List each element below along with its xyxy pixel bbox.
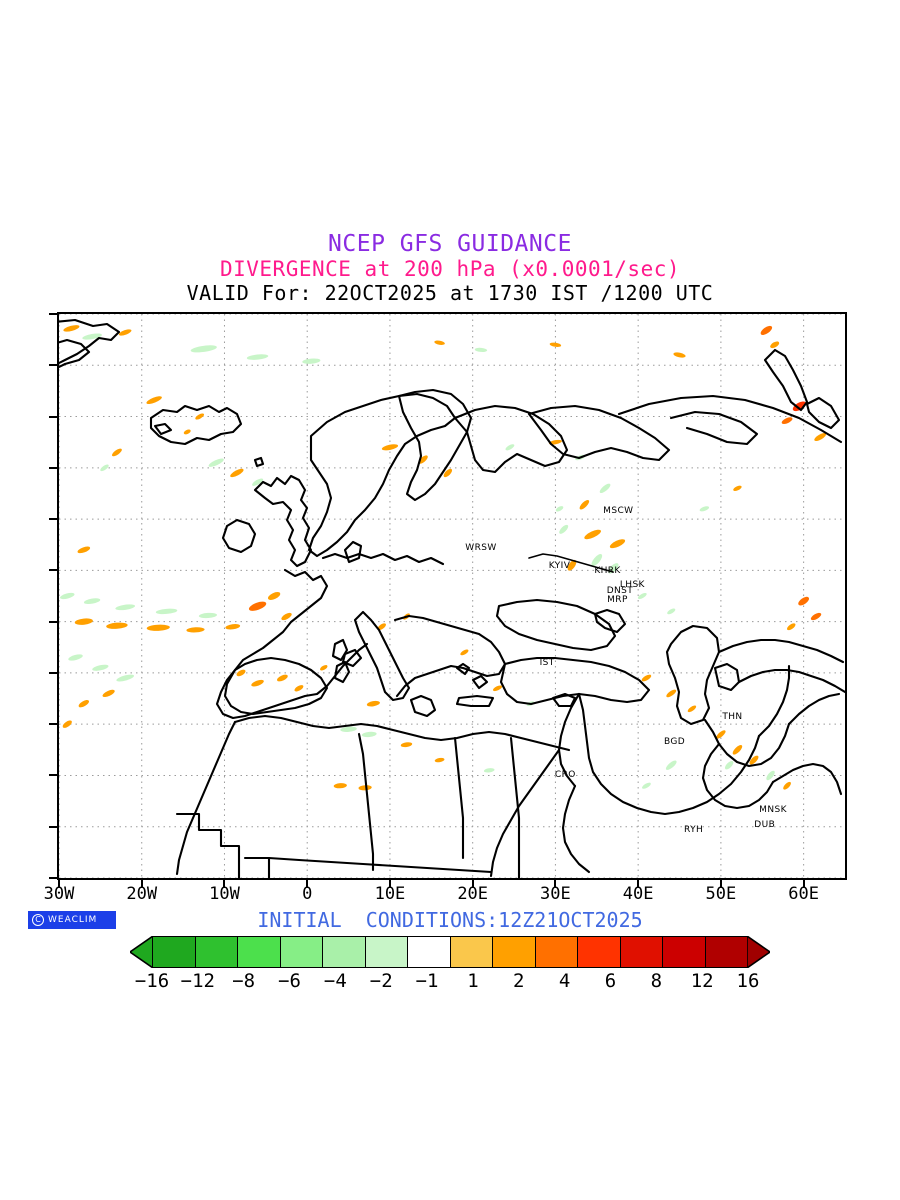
colorbar-segment bbox=[153, 937, 196, 967]
lon-tick-mark bbox=[554, 880, 557, 888]
page-title: NCEP GFS GUIDANCE bbox=[328, 231, 572, 257]
city-label: WRSW bbox=[465, 542, 497, 553]
lon-tick-mark bbox=[719, 880, 722, 888]
colorbar-tick-label: 12 bbox=[690, 970, 714, 992]
lat-tick-mark bbox=[49, 518, 57, 521]
colorbar-tick-label: 4 bbox=[558, 970, 571, 992]
colorbar-segment bbox=[238, 937, 281, 967]
colorbar-tick-label: −1 bbox=[415, 970, 439, 992]
colorbar-segment bbox=[365, 937, 408, 967]
page-subtitle: DIVERGENCE at 200 hPa (x0.0001/sec) bbox=[219, 257, 680, 281]
city-label: RYH bbox=[684, 824, 704, 835]
colorbar-tick-label: −16 bbox=[134, 970, 170, 992]
lon-tick-mark bbox=[223, 880, 226, 888]
initial-conditions-label: INITIAL CONDITIONS:12Z21OCT2025 bbox=[257, 908, 643, 932]
colorbar-left-arrow bbox=[130, 936, 153, 968]
coastlines bbox=[59, 318, 845, 878]
lat-tick-mark bbox=[49, 620, 57, 623]
lat-tick-mark bbox=[49, 313, 57, 315]
map-canvas bbox=[59, 314, 845, 878]
divergence-field bbox=[60, 325, 827, 791]
colorbar-segments bbox=[152, 936, 748, 968]
lat-tick-mark bbox=[49, 466, 57, 469]
colorbar-tick-label: −4 bbox=[323, 970, 347, 992]
city-label: LHSK bbox=[619, 579, 645, 590]
colorbar-segment bbox=[705, 937, 747, 967]
lon-tick-label: 60E bbox=[788, 884, 819, 904]
colorbar-tick-label: −2 bbox=[369, 970, 393, 992]
lon-tick-mark bbox=[802, 880, 805, 888]
city-label: MRP bbox=[607, 595, 628, 606]
colorbar-segment bbox=[493, 937, 536, 967]
lon-tick-label: 50E bbox=[705, 884, 737, 904]
lon-tick-mark bbox=[637, 880, 640, 888]
map-plot-area bbox=[57, 312, 847, 880]
colorbar-segment bbox=[535, 937, 578, 967]
lon-tick-mark bbox=[58, 880, 60, 888]
colorbar-tick-label: −6 bbox=[278, 970, 301, 992]
colorbar-tick-label: 6 bbox=[604, 970, 617, 992]
city-label: KHRK bbox=[594, 566, 621, 577]
colorbar-tick-label: −12 bbox=[180, 970, 216, 992]
lon-tick-label: 30W bbox=[43, 884, 75, 904]
city-label: MNSK bbox=[759, 805, 787, 816]
lon-tick-label: 0 bbox=[302, 884, 313, 904]
lat-tick-mark bbox=[49, 364, 57, 367]
lat-tick-mark bbox=[49, 825, 57, 828]
city-label: MSCW bbox=[603, 505, 634, 516]
city-label: IST bbox=[539, 657, 555, 668]
colorbar-right-arrow bbox=[747, 936, 770, 968]
valid-time-label: VALID For: 22OCT2025 at 1730 IST /1200 U… bbox=[186, 281, 714, 305]
colorbar-segment bbox=[663, 937, 706, 967]
colorbar-segment bbox=[620, 937, 663, 967]
lon-tick-label: 30E bbox=[540, 884, 571, 904]
colorbar-segment bbox=[450, 937, 493, 967]
city-label: CRO bbox=[554, 770, 576, 781]
copyright-icon: C bbox=[32, 914, 44, 926]
colorbar-segment bbox=[195, 937, 238, 967]
colorbar bbox=[130, 936, 770, 968]
lon-tick-label: 10W bbox=[209, 884, 240, 904]
lon-tick-mark bbox=[388, 880, 391, 888]
city-label: DNST bbox=[606, 585, 634, 596]
weaclim-logo: C WEACLIM bbox=[28, 911, 116, 929]
lon-tick-label: 40E bbox=[622, 884, 654, 904]
lon-tick-label: 20W bbox=[126, 884, 158, 904]
colorbar-segment bbox=[578, 937, 621, 967]
title-block: NCEP GFS GUIDANCE DIVERGENCE at 200 hPa … bbox=[0, 231, 900, 306]
city-label: DUB bbox=[754, 819, 776, 830]
colorbar-segment bbox=[323, 937, 366, 967]
colorbar-segment bbox=[280, 937, 323, 967]
colorbar-tick-labels: −16 −12 −8 −6 −4 −2 −1 1 2 4 6 8 12 16 bbox=[130, 970, 770, 994]
lat-tick-mark bbox=[49, 671, 57, 674]
colorbar-tick-label: 2 bbox=[513, 970, 525, 992]
colorbar-tick-label: 8 bbox=[650, 970, 663, 992]
city-label: THN bbox=[722, 712, 743, 722]
lon-tick-mark bbox=[140, 880, 143, 888]
logo-label: WEACLIM bbox=[48, 915, 98, 925]
city-label: KYIV bbox=[548, 561, 571, 572]
lon-tick-label: 20E bbox=[457, 884, 489, 904]
lon-tick-mark bbox=[306, 880, 309, 888]
lat-tick-mark bbox=[49, 877, 57, 879]
colorbar-segment bbox=[408, 937, 451, 967]
colorbar-tick-label: 16 bbox=[736, 970, 760, 992]
map-svg bbox=[59, 314, 845, 878]
colorbar-tick-label: 1 bbox=[467, 970, 479, 992]
lat-tick-mark bbox=[49, 723, 57, 726]
colorbar-tick-label: −8 bbox=[232, 970, 256, 992]
lat-tick-mark bbox=[49, 569, 57, 572]
city-label: BGD bbox=[663, 736, 686, 747]
lat-tick-mark bbox=[49, 774, 57, 777]
lon-tick-label: 10E bbox=[374, 884, 406, 904]
lat-tick-mark bbox=[49, 415, 57, 418]
lon-tick-mark bbox=[471, 880, 474, 888]
